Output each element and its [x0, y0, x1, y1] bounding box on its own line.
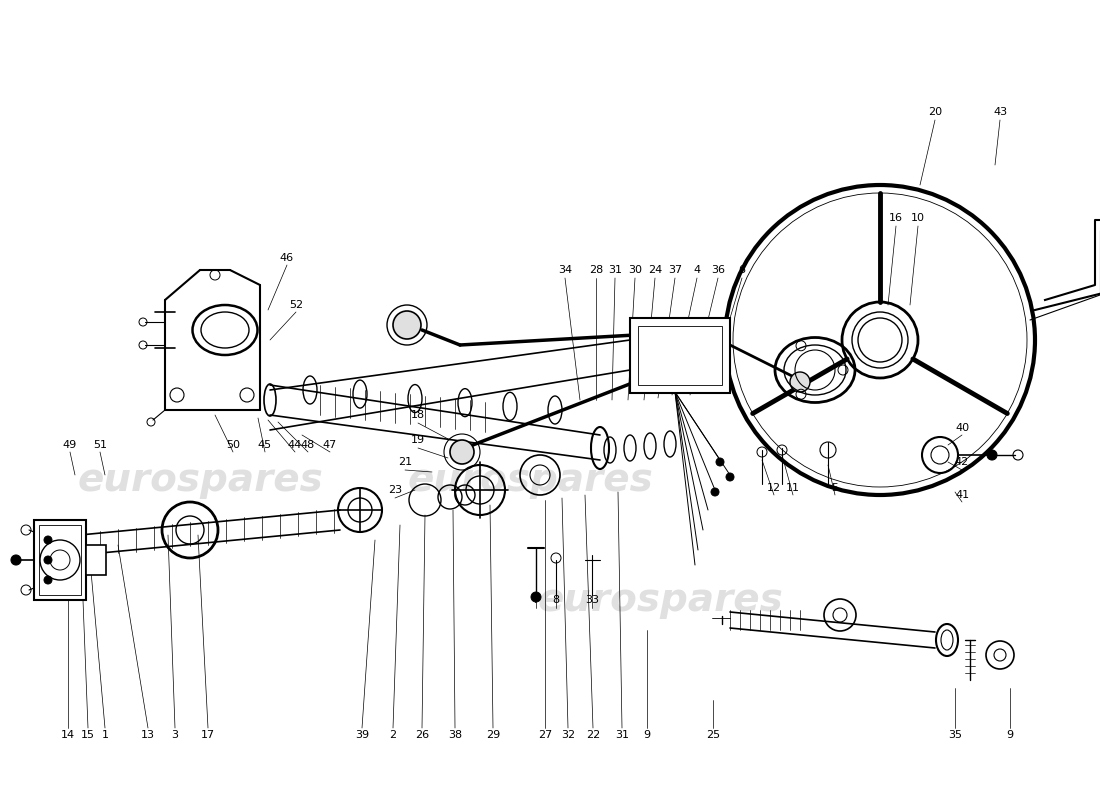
Bar	[86, 545, 106, 575]
Bar	[630, 318, 730, 393]
Text: 21: 21	[398, 457, 412, 467]
Text: 9: 9	[1006, 730, 1013, 740]
Text: 26: 26	[415, 730, 429, 740]
Text: 6: 6	[738, 265, 746, 275]
Text: 50: 50	[226, 440, 240, 450]
Circle shape	[44, 576, 52, 584]
Text: 34: 34	[558, 265, 572, 275]
Bar	[34, 520, 86, 600]
Circle shape	[987, 450, 997, 460]
Text: 16: 16	[889, 213, 903, 223]
Text: 30: 30	[628, 265, 642, 275]
Circle shape	[44, 536, 52, 544]
Circle shape	[450, 440, 474, 464]
Bar	[638, 326, 722, 385]
Text: 1: 1	[101, 730, 109, 740]
Circle shape	[790, 372, 810, 392]
Text: 12: 12	[767, 483, 781, 493]
Text: 28: 28	[588, 265, 603, 275]
Text: 35: 35	[948, 730, 962, 740]
Text: 31: 31	[608, 265, 622, 275]
Text: eurospares: eurospares	[537, 581, 783, 619]
Text: 5: 5	[832, 483, 838, 493]
Text: 15: 15	[81, 730, 95, 740]
Text: 45: 45	[257, 440, 272, 450]
Text: 31: 31	[615, 730, 629, 740]
Text: 42: 42	[955, 457, 969, 467]
Text: 38: 38	[448, 730, 462, 740]
Circle shape	[44, 556, 52, 564]
Text: 43: 43	[993, 107, 1008, 117]
Text: 29: 29	[486, 730, 500, 740]
Text: 8: 8	[552, 595, 560, 605]
Text: 51: 51	[94, 440, 107, 450]
Text: 40: 40	[955, 423, 969, 433]
Circle shape	[716, 458, 724, 466]
Text: 17: 17	[201, 730, 216, 740]
Circle shape	[711, 488, 719, 496]
Text: 9: 9	[644, 730, 650, 740]
Text: 23: 23	[388, 485, 403, 495]
Text: 10: 10	[911, 213, 925, 223]
Text: 44: 44	[288, 440, 302, 450]
Text: 46: 46	[279, 253, 294, 263]
Text: 33: 33	[585, 595, 600, 605]
Text: 14: 14	[60, 730, 75, 740]
Text: 18: 18	[411, 410, 425, 420]
Text: 24: 24	[648, 265, 662, 275]
Text: 49: 49	[63, 440, 77, 450]
Text: 48: 48	[301, 440, 315, 450]
Circle shape	[531, 592, 541, 602]
Text: 36: 36	[711, 265, 725, 275]
Text: 13: 13	[141, 730, 155, 740]
Text: 27: 27	[538, 730, 552, 740]
Text: 4: 4	[693, 265, 701, 275]
Text: 11: 11	[786, 483, 800, 493]
Text: 25: 25	[706, 730, 721, 740]
Text: eurospares: eurospares	[407, 461, 653, 499]
Text: eurospares: eurospares	[77, 461, 323, 499]
Text: 20: 20	[928, 107, 942, 117]
Circle shape	[393, 311, 421, 339]
Text: 47: 47	[323, 440, 337, 450]
Text: 52: 52	[289, 300, 304, 310]
Text: 3: 3	[172, 730, 178, 740]
Text: 37: 37	[668, 265, 682, 275]
Circle shape	[11, 555, 21, 565]
Text: 2: 2	[389, 730, 397, 740]
Text: 22: 22	[586, 730, 601, 740]
Text: 41: 41	[955, 490, 969, 500]
Text: 39: 39	[355, 730, 370, 740]
Text: 7: 7	[532, 595, 540, 605]
Circle shape	[726, 473, 734, 481]
Bar	[39, 525, 81, 595]
Text: 32: 32	[561, 730, 575, 740]
Text: 19: 19	[411, 435, 425, 445]
